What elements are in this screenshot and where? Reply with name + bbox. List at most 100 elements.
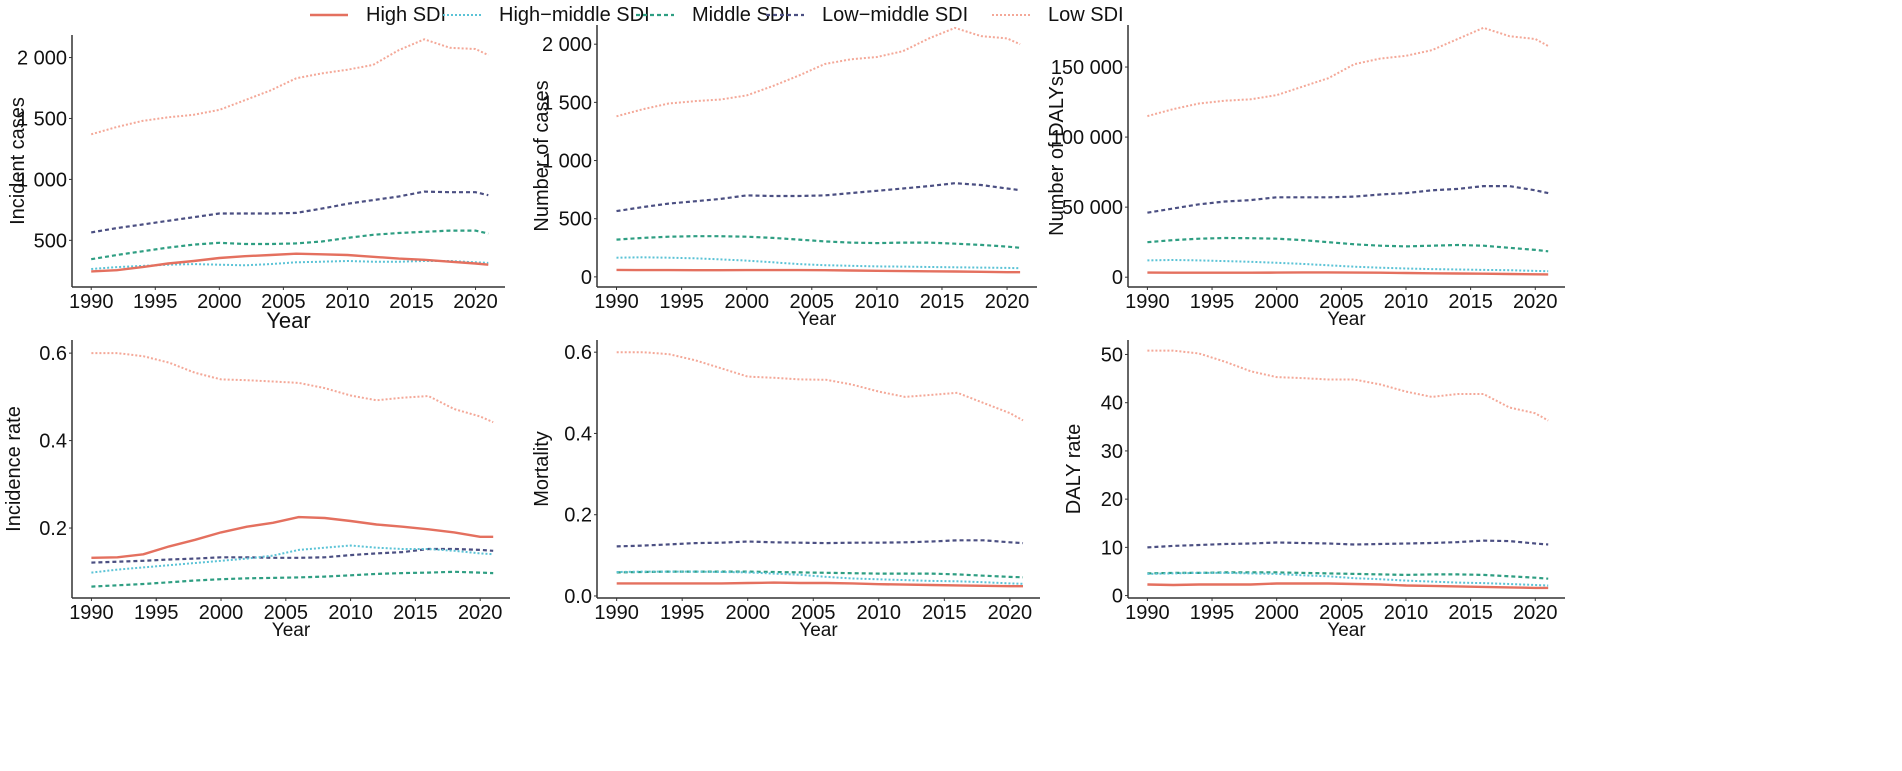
y-tick-label: 0.2 (39, 518, 67, 540)
y-tick-label: 2 000 (17, 48, 67, 70)
series-line-low-middle-sdi (616, 182, 1021, 213)
x-tick-label: 2000 (1254, 602, 1299, 624)
x-tick-label: 1995 (1190, 291, 1235, 313)
series-line-high-sdi (1147, 271, 1549, 276)
x-tick-label: 2005 (1319, 291, 1364, 313)
x-axis-title: Year (266, 308, 310, 333)
series-line-low-middle-sdi (91, 547, 494, 564)
x-axis-title: Year (272, 620, 311, 641)
x-tick-label: 2015 (1448, 602, 1493, 624)
panel-2: 0 500 1 000 1 500 2 000 1990 1995 2000 2005 2010 2… (531, 25, 1037, 330)
y-tick-label: 40 (1101, 393, 1123, 415)
series-line-low-middle-sdi (1147, 539, 1549, 549)
x-tick-label: 2010 (328, 602, 373, 624)
series-line-middle-sdi (91, 229, 489, 261)
x-tick-label: 2005 (1319, 602, 1364, 624)
x-tick-label: 2010 (857, 602, 902, 624)
series-line-high-sdi (1147, 582, 1549, 590)
x-tick-label: 1990 (594, 291, 639, 313)
series-line-high-sdi (616, 581, 1023, 588)
series-line-high-middle-sdi (616, 570, 1024, 585)
y-tick-label: 1 000 (17, 169, 67, 191)
x-tick-label: 1990 (1125, 291, 1170, 313)
y-tick-label: 1 500 (17, 108, 67, 130)
x-tick-label: 1990 (1125, 602, 1170, 624)
y-tick-label: 20 (1101, 489, 1123, 511)
series-line-middle-sdi (1147, 236, 1549, 253)
legend-item: High−middle SDI (443, 3, 650, 27)
x-tick-label: 2020 (458, 602, 503, 624)
y-tick-label: 150 000 (1051, 57, 1123, 79)
panel-1: 500 1 000 1 500 2 000 1990 1995 2000 2005 2010 20… (7, 35, 505, 333)
x-tick-label: 2005 (261, 291, 306, 313)
x-tick-label: 2015 (393, 602, 438, 624)
x-tick-label: 2020 (985, 291, 1030, 313)
y-tick-label: 0.2 (564, 505, 592, 527)
x-tick-label: 2005 (790, 291, 835, 313)
legend: High SDI High−middle SDI Middle SDI Low−mid… (0, 0, 1902, 30)
y-tick-label: 500 (559, 209, 592, 231)
x-tick-label: 2015 (920, 291, 965, 313)
series-line-low-middle-sdi (91, 190, 489, 234)
series-line-high-sdi (91, 252, 489, 273)
x-tick-label: 2010 (1384, 291, 1429, 313)
y-tick-label: 0.0 (564, 586, 592, 608)
x-axis-title: Year (1327, 309, 1366, 330)
panel-3: 0 50 000 100 000 150 000 1990 1995 2000 2005 201… (1046, 25, 1565, 330)
panel-5: 0.0 0.2 0.4 0.6 1990 1995 2000 2005 2010 2015 2020… (531, 340, 1040, 641)
x-axis-title: Year (1327, 620, 1366, 641)
x-tick-label: 2000 (197, 291, 242, 313)
x-axis-title: Year (799, 620, 838, 641)
x-tick-label: 2010 (1384, 602, 1429, 624)
series-line-middle-sdi (616, 235, 1021, 249)
x-tick-label: 1995 (1190, 602, 1235, 624)
x-tick-label: 2020 (453, 291, 498, 313)
legend-item: Low SDI (992, 3, 1124, 27)
series-line-high-middle-sdi (616, 256, 1021, 270)
x-tick-label: 2015 (922, 602, 967, 624)
legend-key-icon (310, 13, 348, 17)
legend-key-icon (766, 13, 804, 17)
series-line-low-sdi (1147, 349, 1549, 422)
series-line-high-middle-sdi (1147, 259, 1549, 273)
legend-label: Low−middle SDI (822, 3, 969, 26)
y-tick-label: 0 (1112, 267, 1123, 289)
y-tick-label: 50 000 (1062, 197, 1123, 219)
panel-6: 0 10 20 30 40 50 1990 1995 2000 2005 2010 2015 2020 Y… (1063, 340, 1565, 641)
y-axis-title: Incidence rate (3, 406, 25, 532)
y-tick-label: 10 (1101, 537, 1123, 559)
y-tick-label: 0 (581, 267, 592, 289)
x-tick-label: 2020 (1513, 291, 1558, 313)
legend-item: Middle SDI (636, 3, 790, 27)
y-tick-label: 0.6 (564, 342, 592, 364)
x-tick-label: 1990 (594, 602, 639, 624)
series-line-high-sdi (91, 515, 494, 559)
x-tick-label: 1995 (134, 602, 179, 624)
panel-4: 0.2 0.4 0.6 1990 1995 2000 2005 2010 2015 2020 Yea… (3, 340, 510, 641)
y-tick-label: 1 000 (542, 151, 592, 173)
y-tick-label: 30 (1101, 441, 1123, 463)
x-tick-label: 2010 (325, 291, 370, 313)
series-line-low-sdi (91, 352, 494, 424)
series-line-low-middle-sdi (1147, 185, 1549, 214)
x-tick-label: 2000 (199, 602, 244, 624)
series-line-low-sdi (616, 351, 1024, 422)
series-line-low-sdi (616, 26, 1021, 118)
series-line-middle-sdi (91, 570, 494, 588)
x-tick-label: 1995 (660, 602, 705, 624)
series-line-low-sdi (1147, 26, 1549, 118)
x-tick-label: 2020 (988, 602, 1033, 624)
series-line-low-middle-sdi (616, 539, 1024, 548)
x-tick-label: 1995 (659, 291, 704, 313)
x-axis-title: Year (798, 309, 837, 330)
legend-label: Middle SDI (692, 3, 790, 26)
x-tick-label: 1990 (69, 291, 114, 313)
y-axis-title: Mortality (531, 431, 553, 507)
y-axis-title: Number of DALYs (1046, 76, 1068, 236)
x-tick-label: 2005 (264, 602, 309, 624)
y-axis-title: DALY rate (1063, 424, 1085, 514)
legend-item: Low−middle SDI (766, 3, 968, 27)
series-line-high-middle-sdi (1147, 571, 1549, 587)
x-tick-label: 2020 (1513, 602, 1558, 624)
x-tick-label: 1990 (69, 602, 114, 624)
